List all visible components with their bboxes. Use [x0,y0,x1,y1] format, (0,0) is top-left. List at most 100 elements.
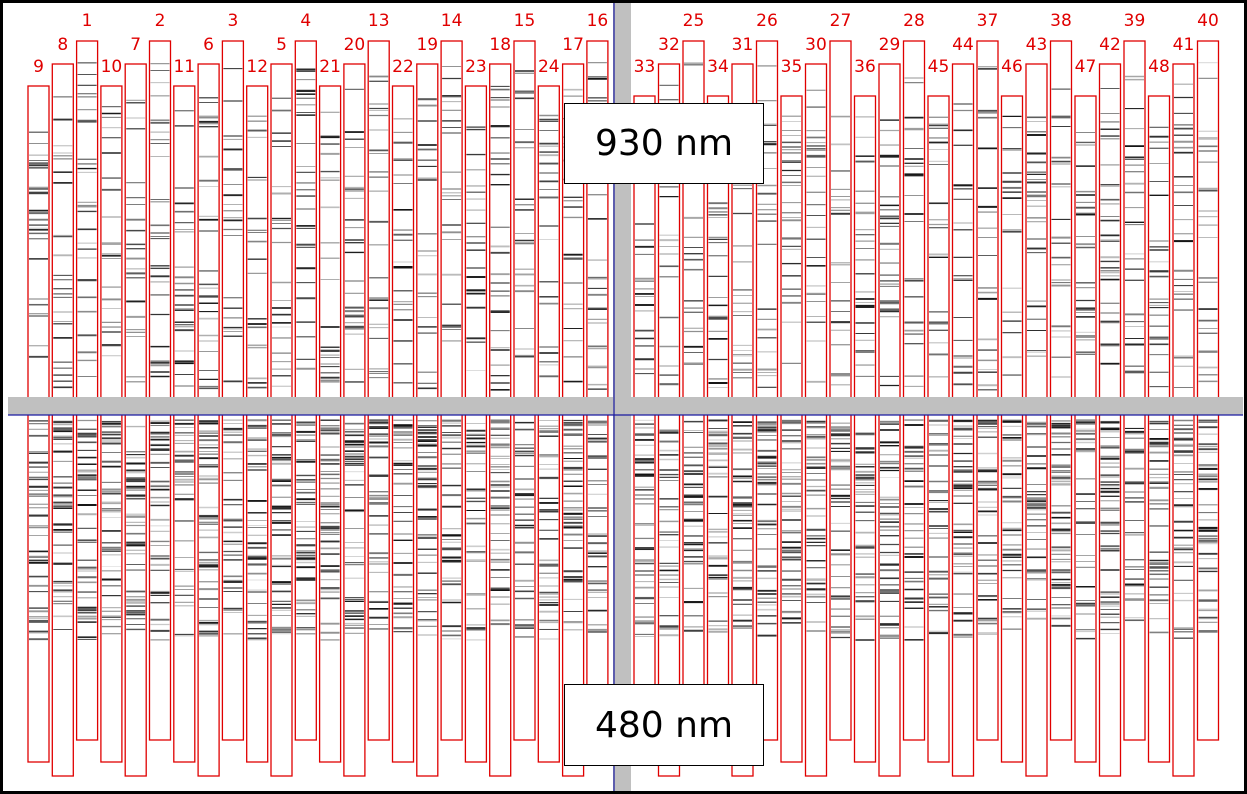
strip-number: 34 [707,57,729,77]
fiber-strip [976,40,999,741]
strip-number: 41 [1173,35,1195,55]
strip-number: 33 [634,57,656,77]
spectral-lines-layer [29,62,1218,641]
strip-number: 48 [1148,57,1170,77]
strip-number: 31 [732,35,754,55]
strip-numbers-layer: 9811072116312542120132219142318152417163… [33,11,1219,77]
fiber-strip [1123,40,1146,741]
strip-number: 29 [879,35,901,55]
strip-number: 46 [1001,57,1023,77]
fiber-strip [489,63,512,777]
strip-number: 24 [538,57,560,77]
top-wavelength-label: 930 nm [564,103,764,184]
strip-number: 16 [587,11,609,31]
fiber-strip [173,85,196,763]
strip-number: 21 [319,57,341,77]
strip-number: 43 [1026,35,1048,55]
strip-number: 26 [756,11,778,31]
fiber-strip [1147,95,1171,763]
fiber-strip [75,40,99,741]
strip-number: 4 [300,11,311,31]
strip-number: 42 [1099,35,1121,55]
fiber-strip [537,85,560,763]
strip-number: 2 [155,11,166,31]
strip-number: 35 [781,57,803,77]
strip-number: 6 [203,35,214,55]
fiber-strip [1196,40,1220,741]
fiber-strip [27,85,50,763]
strip-number: 17 [562,35,584,55]
strip-number: 1 [82,11,93,31]
fiber-strip [51,63,74,777]
fiber-strip [367,40,390,741]
fiber-strip [513,40,536,741]
strip-number: 7 [130,35,141,55]
strip-number: 44 [952,35,974,55]
strip-number: 36 [854,57,876,77]
fiber-strip [1000,95,1024,763]
fiber-strip [148,40,172,741]
strip-number: 3 [227,11,238,31]
fiber-strip [416,63,439,777]
fiber-strip [318,85,342,763]
fiber-strip [270,63,293,777]
strip-number: 32 [658,35,680,55]
strip-number: 11 [173,57,195,77]
strip-number: 37 [977,11,999,31]
fiber-strip [657,63,681,777]
fiber-strip [878,63,901,777]
fiber-strip [561,63,585,777]
strip-number: 40 [1197,11,1219,31]
fiber-strip [853,95,877,763]
fiber-strip [221,40,245,741]
strip-number: 39 [1124,11,1146,31]
strip-number: 5 [276,35,287,55]
crosshair-horizontal-bar [8,397,1243,415]
crosshair [8,0,1243,794]
fiber-strip [391,85,415,763]
fiber-strip [755,40,779,741]
fiber-strip [246,85,269,763]
fiber-strip [1049,40,1073,741]
fiber-strip [124,63,147,777]
fiber-strip [100,85,123,763]
strip-number: 47 [1075,57,1097,77]
strip-number: 38 [1050,11,1072,31]
strip-number: 22 [392,57,414,77]
strip-number: 30 [805,35,827,55]
fiber-strip [829,40,852,741]
strip-number: 9 [33,57,44,77]
fiber-strip [780,95,803,763]
fiber-strip [927,95,950,763]
strip-number: 19 [416,35,438,55]
fiber-strip [1098,63,1122,777]
fiber-strip [294,40,317,741]
strip-number: 12 [246,57,268,77]
fiber-strip [804,63,828,777]
strip-number: 15 [514,11,536,31]
fiber-strip [1074,95,1097,763]
strip-number: 8 [57,35,68,55]
fiber-strip [1025,63,1048,777]
strip-number: 23 [465,57,487,77]
strip-number: 14 [441,11,463,31]
fiber-strip [343,63,366,777]
fiber-strips-layer [27,40,1220,777]
bottom-wavelength-label: 480 nm [564,684,764,766]
strip-number: 20 [344,35,366,55]
strip-number: 13 [368,11,390,31]
fiber-strip [464,85,488,763]
fiber-strip [902,40,926,741]
fiber-strip [1172,63,1195,777]
strip-number: 27 [830,11,852,31]
fiber-strip [951,63,975,777]
strip-number: 25 [683,11,705,31]
fiber-strip [440,40,463,741]
strip-number: 10 [101,57,123,77]
fiber-strip [731,63,754,777]
strip-number: 18 [489,35,511,55]
strip-number: 45 [928,57,950,77]
fiber-strip [197,63,220,777]
